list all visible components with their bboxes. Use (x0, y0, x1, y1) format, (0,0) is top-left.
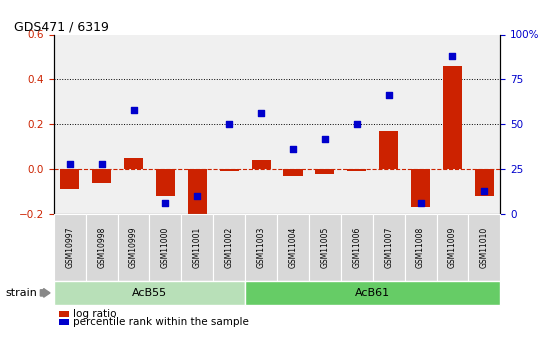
Bar (315, 169, 335, 174)
Point (161, 200, 169, 206)
Bar (379, 131, 398, 169)
Text: AcB61: AcB61 (355, 288, 391, 298)
Text: strain: strain (5, 288, 37, 298)
Bar (220, 169, 239, 171)
Point (289, 147, 298, 152)
Text: GDS471 / 6319: GDS471 / 6319 (13, 20, 109, 33)
Bar (92, 169, 111, 183)
Text: GSM11002: GSM11002 (225, 227, 233, 268)
Text: AcB55: AcB55 (132, 288, 167, 298)
Bar (284, 169, 302, 176)
Text: GSM10998: GSM10998 (97, 227, 106, 268)
Text: log ratio: log ratio (73, 309, 116, 318)
Text: GSM11006: GSM11006 (352, 227, 362, 268)
Bar (347, 169, 366, 171)
Text: GSM11003: GSM11003 (257, 227, 266, 268)
Point (321, 136, 329, 141)
Text: GSM11008: GSM11008 (416, 227, 425, 268)
Bar (411, 169, 430, 207)
Text: GSM11009: GSM11009 (448, 227, 457, 268)
Text: percentile rank within the sample: percentile rank within the sample (73, 317, 249, 327)
Text: GSM11000: GSM11000 (161, 227, 170, 268)
Point (225, 121, 233, 127)
Text: GSM11010: GSM11010 (480, 227, 489, 268)
Text: GSM11005: GSM11005 (321, 227, 329, 268)
Point (129, 107, 138, 112)
Bar (156, 169, 175, 196)
Text: GSM11001: GSM11001 (193, 227, 202, 268)
Text: GSM11004: GSM11004 (288, 227, 298, 268)
Point (97, 161, 106, 166)
Point (416, 200, 425, 206)
Bar (188, 169, 207, 218)
Text: GSM10999: GSM10999 (129, 227, 138, 268)
Bar (60, 169, 79, 189)
Bar (252, 160, 271, 169)
Bar (475, 169, 494, 196)
Point (257, 111, 265, 116)
Point (193, 193, 202, 199)
Bar (443, 66, 462, 169)
Bar (124, 158, 143, 169)
Text: GSM10997: GSM10997 (65, 227, 74, 268)
Text: GSM11007: GSM11007 (384, 227, 393, 268)
Point (448, 53, 457, 59)
Point (384, 93, 393, 98)
Point (480, 188, 489, 193)
Point (352, 121, 361, 127)
Point (66, 161, 74, 166)
